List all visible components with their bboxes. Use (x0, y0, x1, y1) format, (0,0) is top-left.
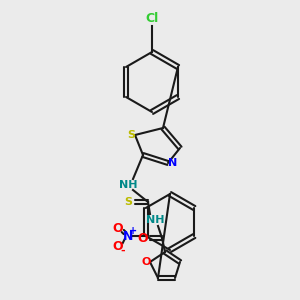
Text: -: - (120, 246, 125, 256)
Text: NH: NH (119, 180, 137, 190)
Text: O: O (141, 257, 151, 267)
Text: O: O (138, 232, 148, 244)
Text: S: S (127, 130, 135, 140)
Text: O: O (112, 239, 123, 253)
Text: NH: NH (146, 215, 164, 225)
Text: S: S (124, 197, 132, 207)
Text: +: + (129, 226, 137, 236)
Text: N: N (168, 158, 178, 168)
Text: Cl: Cl (146, 11, 159, 25)
Text: O: O (112, 221, 123, 235)
Text: N: N (123, 230, 133, 242)
